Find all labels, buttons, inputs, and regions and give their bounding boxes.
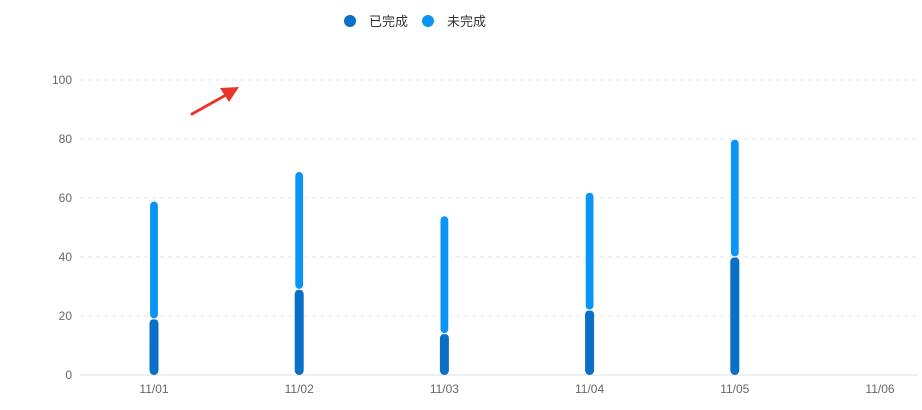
bars [148, 138, 740, 375]
bar-incomplete[interactable] [439, 215, 450, 335]
x-axis: 11/01 11/02 11/03 11/04 11/05 11/06 [139, 382, 894, 396]
x-tick-label: 11/02 [285, 382, 314, 396]
bar-incomplete[interactable] [148, 200, 160, 320]
x-tick-label: 11/06 [865, 382, 894, 396]
bar-incomplete[interactable] [294, 170, 305, 291]
legend-incomplete-label[interactable]: 未完成 [447, 14, 486, 29]
y-tick-label: 0 [65, 368, 72, 382]
arrow-head [220, 87, 239, 102]
bar-completed[interactable] [439, 333, 449, 375]
x-tick-label: 11/04 [575, 382, 604, 396]
bar-completed[interactable] [585, 310, 595, 375]
bar-incomplete[interactable] [584, 191, 595, 311]
bar-completed[interactable] [730, 257, 740, 375]
y-axis: 0 20 40 60 80 100 [52, 73, 72, 382]
arrow-shaft [190, 93, 228, 116]
bar-completed[interactable] [294, 289, 304, 375]
y-tick-label: 80 [59, 132, 73, 146]
red-arrow-icon [190, 87, 239, 116]
y-tick-label: 60 [59, 191, 73, 205]
y-tick-label: 100 [52, 73, 72, 87]
y-tick-label: 20 [59, 309, 73, 323]
y-tick-label: 40 [59, 250, 73, 264]
bar-completed[interactable] [149, 318, 159, 375]
legend[interactable]: 已完成 未完成 [344, 14, 486, 29]
x-tick-label: 11/01 [139, 382, 168, 396]
grid-lines [80, 79, 918, 376]
legend-completed-label[interactable]: 已完成 [369, 14, 408, 29]
bar-incomplete[interactable] [729, 138, 740, 258]
x-tick-label: 11/05 [720, 382, 749, 396]
legend-marker[interactable] [344, 15, 356, 27]
x-tick-label: 11/03 [430, 382, 459, 396]
legend-marker[interactable] [422, 15, 434, 27]
